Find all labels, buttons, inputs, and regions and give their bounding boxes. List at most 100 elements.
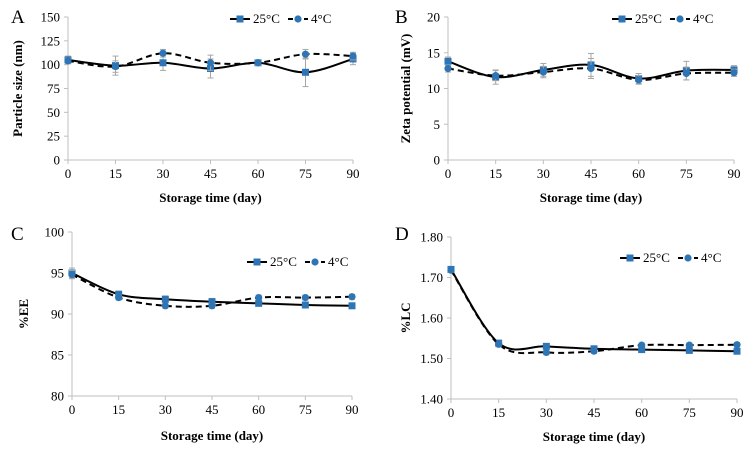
data-point-circle [730,69,738,77]
panel-d: D 1.40 1.50 1.60 1.70 1.80 0 15 30 45 60 75 90 Storag… [395,224,744,444]
y-tick-label: 125 [41,33,61,48]
y-tick-label: 150 [41,10,61,25]
y-tick-label: 0 [54,153,61,168]
data-point-circle [255,294,263,302]
x-axis-label: Storage time (day) [540,190,643,205]
legend-label-25c: 25°C [270,254,297,269]
x-axis-label: Storage time (day) [543,429,646,444]
legend-marker-square [253,258,261,266]
y-axis-label: Particle size (nm) [10,40,25,137]
series-25c [447,265,741,355]
x-tick-label: 30 [537,166,550,181]
x-tick-label: 90 [346,402,359,417]
y-tick-label: 100 [45,225,65,240]
data-point-circle [349,52,357,60]
y-tick-label: 1.40 [420,392,443,407]
data-point-circle [542,348,550,357]
series-4c [447,266,741,357]
data-point-square [685,346,693,354]
x-tick-label: 45 [206,402,219,417]
data-point-square [638,346,646,354]
legend-marker-circle [684,254,692,262]
legend-label-4c: 4°C [701,250,721,265]
x-tick-label: 90 [731,405,744,420]
y-tick-label: 20 [427,10,440,25]
legend-label-25c: 25°C [253,11,280,26]
x-tick-label: 30 [159,402,172,417]
y-tick-label: 15 [427,45,440,60]
x-tick-label: 75 [299,166,312,181]
y-tick-label: 10 [427,81,440,96]
x-tick-label: 45 [204,166,217,181]
data-point-circle [685,341,693,349]
y-axis-label: Zeta potential (mV) [398,34,413,144]
data-point-circle [638,341,646,349]
x-tick-label: 30 [157,166,170,181]
data-point-circle [495,340,503,348]
legend-marker-circle [311,258,319,266]
x-tick-label: 15 [112,402,125,417]
legend-label-25c: 25°C [635,11,662,26]
legend-marker-square [626,254,634,262]
data-point-circle [444,64,452,73]
series-4c [68,270,356,310]
y-tick-label: 1.60 [420,311,443,326]
x-axis-label: Storage time (day) [161,428,264,443]
x-tick-label: 45 [585,166,598,181]
y-tick-label: 25 [47,129,60,144]
data-point-circle [635,76,643,84]
data-point-square [542,342,550,350]
legend-label-25c: 25°C [643,250,670,265]
x-tick-label: 30 [540,405,553,420]
x-axis-label: Storage time (day) [159,190,262,205]
x-tick-label: 0 [445,166,452,181]
series-4c [444,57,738,85]
data-point-square [348,302,356,310]
y-tick-label: 1.50 [420,351,443,366]
data-point-square [302,68,309,76]
data-point-square [208,298,216,306]
x-tick-label: 60 [252,402,265,417]
data-point-circle [590,347,598,355]
panel-b: B 0 5 10 15 20 0 15 30 45 60 75 90 Storage time (day)… [395,7,741,205]
data-point-circle [587,64,595,73]
series-line [450,269,738,355]
x-tick-label: 15 [492,405,505,420]
y-tick-label: 1.80 [420,230,443,245]
legend: 25°C 4°C [230,11,331,26]
legend-marker-circle [676,15,684,23]
x-tick-label: 15 [109,166,122,181]
data-point-circle [206,59,215,67]
data-point-circle [348,293,356,301]
y-tick-label: 5 [434,117,441,132]
y-tick-label: 1.70 [420,270,443,285]
x-tick-label: 0 [65,166,72,181]
panel-c: C 80 85 90 95 100 0 15 30 45 60 75 90 Storage time (d… [11,224,359,443]
data-point-circle [447,266,455,274]
data-point-square [444,57,452,65]
x-tick-label: 75 [299,402,312,417]
legend-marker-square [618,15,626,23]
x-tick-label: 75 [683,405,696,420]
y-tick-label: 90 [51,307,64,322]
series-4c [64,48,357,73]
legend: 25°C 4°C [620,250,721,265]
data-point-circle [64,57,72,65]
y-tick-label: 75 [47,81,60,96]
y-tick-label: 0 [434,153,441,168]
data-point-circle [301,50,310,58]
data-point-circle [254,59,262,67]
y-tick-label: 50 [47,105,60,120]
data-point-circle [539,68,547,76]
data-point-circle [682,69,690,78]
x-tick-label: 15 [489,166,502,181]
legend-marker-circle [294,15,302,23]
x-tick-label: 90 [347,166,360,181]
data-point-circle [161,302,169,310]
legend-label-4c: 4°C [311,11,331,26]
data-point-square [159,59,167,67]
x-tick-label: 60 [632,166,645,181]
legend-label-4c: 4°C [693,11,713,26]
legend-marker-square [236,15,244,23]
panel-letter: D [395,224,409,245]
